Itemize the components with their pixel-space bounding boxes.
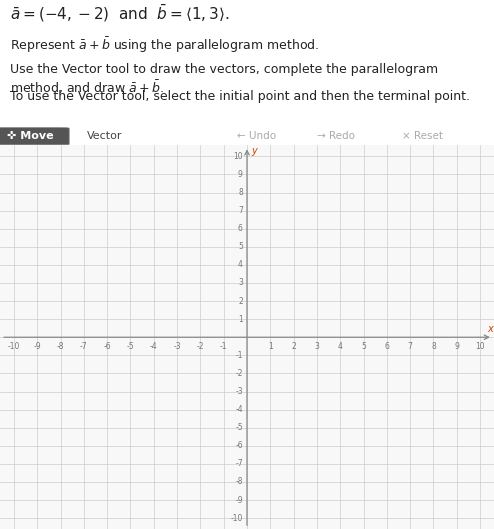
Text: 5: 5 — [361, 342, 366, 351]
Text: -2: -2 — [197, 342, 204, 351]
Text: x: x — [487, 324, 493, 334]
Text: 6: 6 — [384, 342, 389, 351]
Text: 9: 9 — [238, 170, 243, 179]
Text: 8: 8 — [238, 188, 243, 197]
Text: ✜ Move: ✜ Move — [7, 131, 54, 141]
Text: ← Undo: ← Undo — [237, 131, 277, 141]
Text: 5: 5 — [238, 242, 243, 251]
Text: 1: 1 — [268, 342, 273, 351]
Text: -3: -3 — [173, 342, 181, 351]
Text: 9: 9 — [454, 342, 459, 351]
Text: y: y — [251, 147, 257, 157]
Text: -1: -1 — [235, 351, 243, 360]
Text: -10: -10 — [230, 514, 243, 523]
Text: × Reset: × Reset — [402, 131, 443, 141]
Text: -6: -6 — [103, 342, 111, 351]
Text: 6: 6 — [238, 224, 243, 233]
Text: -1: -1 — [220, 342, 227, 351]
Text: -4: -4 — [150, 342, 158, 351]
Text: -3: -3 — [235, 387, 243, 396]
Text: 2: 2 — [238, 297, 243, 306]
Text: 7: 7 — [408, 342, 412, 351]
Text: Vector: Vector — [86, 131, 122, 141]
Text: -6: -6 — [235, 441, 243, 450]
Text: -7: -7 — [80, 342, 88, 351]
Text: -5: -5 — [235, 423, 243, 432]
Text: 1: 1 — [238, 315, 243, 324]
FancyBboxPatch shape — [0, 127, 69, 145]
Text: 10: 10 — [233, 152, 243, 161]
Text: -5: -5 — [126, 342, 134, 351]
Text: → Redo: → Redo — [317, 131, 355, 141]
Text: Represent $\bar{a} + \bar{b}$ using the parallelogram method.: Represent $\bar{a} + \bar{b}$ using the … — [10, 36, 319, 56]
Text: -8: -8 — [235, 478, 243, 487]
Text: -9: -9 — [34, 342, 41, 351]
Text: -4: -4 — [235, 405, 243, 414]
Text: 2: 2 — [291, 342, 296, 351]
Text: 8: 8 — [431, 342, 436, 351]
Text: 3: 3 — [238, 278, 243, 287]
Text: -10: -10 — [8, 342, 20, 351]
Text: 4: 4 — [238, 260, 243, 269]
Text: Use the Vector tool to draw the vectors, complete the parallelogram method, and : Use the Vector tool to draw the vectors,… — [10, 63, 438, 96]
Text: -7: -7 — [235, 459, 243, 468]
Text: -8: -8 — [57, 342, 64, 351]
Text: $\bar{a} = (-4, -2)$  and  $\bar{b} = \langle 1,3 \rangle$.: $\bar{a} = (-4, -2)$ and $\bar{b} = \lan… — [10, 3, 229, 24]
Text: -9: -9 — [235, 496, 243, 505]
Text: 3: 3 — [315, 342, 319, 351]
Text: 4: 4 — [338, 342, 343, 351]
Text: -2: -2 — [235, 369, 243, 378]
Text: To use the Vector tool, select the initial point and then the terminal point.: To use the Vector tool, select the initi… — [10, 90, 470, 103]
Text: 10: 10 — [475, 342, 485, 351]
Text: 7: 7 — [238, 206, 243, 215]
